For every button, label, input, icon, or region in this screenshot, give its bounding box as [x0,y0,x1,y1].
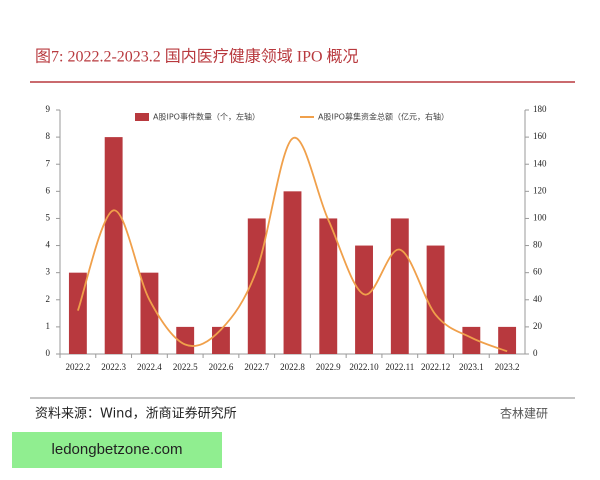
watermark: 杏林建研 [500,407,548,421]
bar [140,272,159,354]
line [77,136,508,353]
x-tick-label: 2022.8 [280,362,305,372]
y-tick-label: 7 [46,158,51,168]
x-tick-label: 2022.2 [66,362,91,372]
bar [104,137,123,354]
y-tick-label: 4 [46,240,51,250]
legend-label: A股IPO事件数量（个，左轴） [153,112,260,122]
y2-tick-label: 0 [533,348,538,358]
y2-tick-label: 40 [533,294,543,304]
y-tick-label: 0 [46,348,51,358]
x-tick-label: 2022.7 [244,362,269,372]
bar [68,272,87,354]
y2-tick-label: 140 [533,158,547,168]
x-tick-label: 2022.5 [173,362,198,372]
plot: 0 1 2 3 4 5 6 7 8 9 0 20 40 60 80 100 120 140 160 180 2022.2… [46,104,548,372]
x-tick-label: 2022.4 [137,362,162,372]
y-tick-label: 2 [46,294,51,304]
y-tick-label: 1 [46,321,51,331]
bar [498,326,517,354]
bar [319,218,338,354]
bar [283,191,302,354]
x-tick-label: 2022.12 [421,362,450,372]
y-tick-label: 5 [46,213,51,223]
y2-tick-label: 180 [533,104,547,114]
x-tick-label: 2022.6 [209,362,234,372]
y-tick-label: 3 [46,267,51,277]
x-tick-label: 2022.10 [349,362,379,372]
chart-title: 图7: 2022.2-2023.2 国内医疗健康领域 IPO 概况 [35,48,359,66]
y2-tick-label: 120 [533,185,547,195]
banner: ledongbetzone.com [12,432,222,468]
y-tick-label: 8 [46,131,51,141]
y2-tick-label: 100 [533,213,547,223]
x-tick-label: 2022.9 [316,362,341,372]
x-tick-label: 2023.1 [459,362,484,372]
y-tick-label: 9 [46,104,51,114]
legend-swatch [135,113,149,121]
y2-tick-label: 80 [533,240,543,250]
x-tick-label: 2022.11 [385,362,414,372]
y2-tick-label: 160 [533,131,547,141]
bar [462,326,481,354]
bar [426,245,445,354]
bar [355,245,373,354]
bar [390,218,409,354]
y2-tick-label: 20 [533,321,543,331]
y-tick-label: 6 [46,185,51,195]
bar [176,326,195,354]
source: 资料来源：Wind，浙商证券研究所 [35,406,237,422]
legend-label: A股IPO募集资金总额（亿元，右轴） [318,112,449,122]
y2-tick-label: 60 [533,267,543,277]
x-tick-label: 2022.3 [101,362,126,372]
bar [212,326,230,354]
x-tick-label: 2023.2 [495,362,520,372]
